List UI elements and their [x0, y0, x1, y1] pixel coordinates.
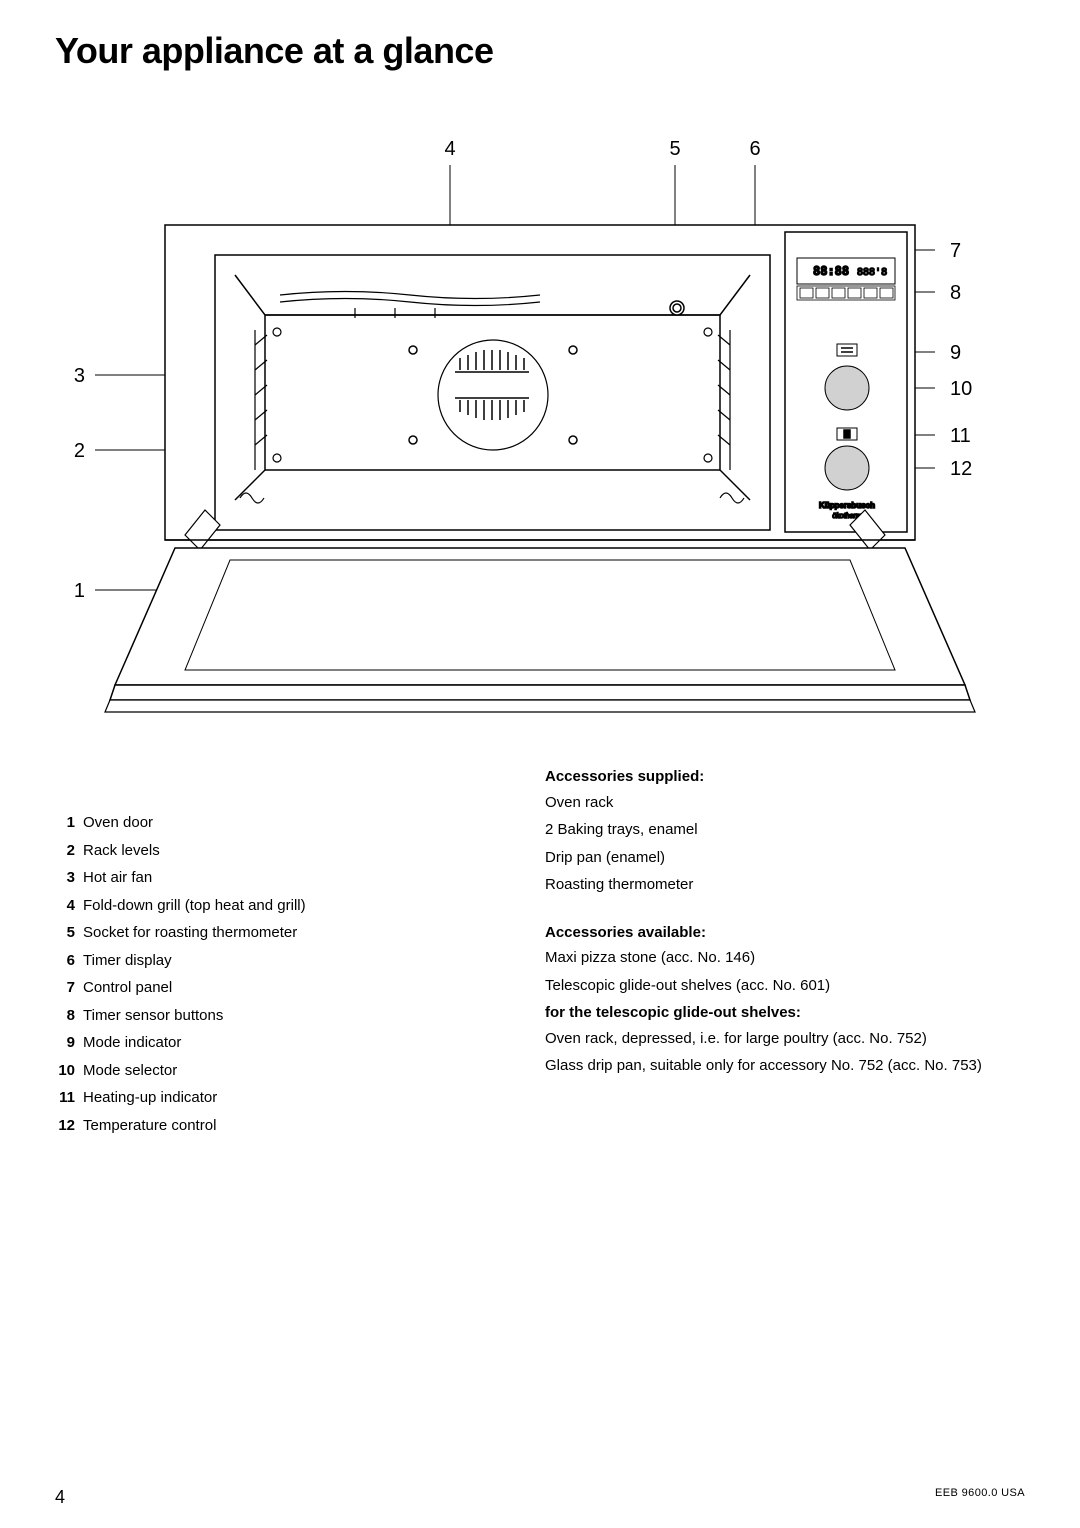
legend-num: 10 [55, 1058, 83, 1084]
legend-label: Socket for roasting thermometer [83, 920, 485, 946]
callout-8: 8 [950, 282, 961, 304]
legend-label: Mode selector [83, 1058, 485, 1084]
callout-4: 4 [444, 138, 455, 160]
legend-row: 9Mode indicator [55, 1030, 485, 1056]
accessories-column: Accessories supplied: Oven rack 2 Baking… [545, 760, 1015, 1140]
legend-column: 1Oven door 2Rack levels 3Hot air fan 4Fo… [55, 760, 485, 1140]
callout-10: 10 [950, 378, 972, 400]
legend-label: Rack levels [83, 838, 485, 864]
page-number: 4 [55, 1487, 65, 1508]
legend-label: Mode indicator [83, 1030, 485, 1056]
accessory-item: Oven rack [545, 790, 1015, 816]
accessory-item: 2 Baking trays, enamel [545, 817, 1015, 843]
accessory-item: Glass drip pan, suitable only for access… [545, 1053, 1015, 1079]
accessory-item: Maxi pizza stone (acc. No. 146) [545, 945, 1015, 971]
legend-row: 5Socket for roasting thermometer [55, 920, 485, 946]
legend-row: 7Control panel [55, 975, 485, 1001]
legend-num: 6 [55, 948, 83, 974]
page-footer: 4 EEB 9600.0 USA [55, 1487, 1025, 1508]
legend-label: Fold-down grill (top heat and grill) [83, 893, 485, 919]
callout-1: 1 [74, 580, 85, 602]
legend-row: 4Fold-down grill (top heat and grill) [55, 893, 485, 919]
legend-label: Heating-up indicator [83, 1085, 485, 1111]
legend-row: 10Mode selector [55, 1058, 485, 1084]
accessory-item: Drip pan (enamel) [545, 845, 1015, 871]
legend-label: Hot air fan [83, 865, 485, 891]
timer-display-left: 88:88 [813, 264, 849, 278]
legend-row: 1Oven door [55, 810, 485, 836]
callout-12: 12 [950, 458, 972, 480]
brand-line1: Küppersbusch [819, 501, 875, 510]
legend-row: 11Heating-up indicator [55, 1085, 485, 1111]
legend-label: Oven door [83, 810, 485, 836]
oven-svg: 88:88 888'8 Küppersbusch ökotherm [55, 100, 1025, 720]
appliance-diagram: 88:88 888'8 Küppersbusch ökotherm [55, 100, 1025, 720]
legend-label: Timer sensor buttons [83, 1003, 485, 1029]
legend-num: 4 [55, 893, 83, 919]
callout-6: 6 [749, 138, 760, 160]
legend-row: 2Rack levels [55, 838, 485, 864]
accessories-available-heading: Accessories available: [545, 920, 1015, 946]
legend-label: Temperature control [83, 1113, 485, 1139]
legend-num: 7 [55, 975, 83, 1001]
legend-row: 8Timer sensor buttons [55, 1003, 485, 1029]
callout-3: 3 [74, 365, 85, 387]
text-columns: 1Oven door 2Rack levels 3Hot air fan 4Fo… [55, 760, 1025, 1140]
accessories-sub-heading: for the telescopic glide-out shelves: [545, 1000, 1015, 1026]
accessory-item: Telescopic glide-out shelves (acc. No. 6… [545, 973, 1015, 999]
callout-11: 11 [950, 425, 971, 447]
legend-num: 1 [55, 810, 83, 836]
legend-num: 8 [55, 1003, 83, 1029]
model-code: EEB 9600.0 USA [935, 1487, 1025, 1508]
page-title: Your appliance at a glance [55, 30, 1025, 72]
legend-label: Control panel [83, 975, 485, 1001]
legend-num: 9 [55, 1030, 83, 1056]
accessories-supplied-heading: Accessories supplied: [545, 764, 1015, 790]
legend-row: 3Hot air fan [55, 865, 485, 891]
legend-num: 11 [55, 1085, 83, 1111]
legend-row: 6Timer display [55, 948, 485, 974]
accessory-item: Oven rack, depressed, i.e. for large pou… [545, 1026, 1015, 1052]
callout-9: 9 [950, 342, 961, 364]
callout-5: 5 [669, 138, 680, 160]
legend-num: 3 [55, 865, 83, 891]
timer-display-right: 888'8 [857, 267, 887, 278]
callout-2: 2 [74, 440, 85, 462]
accessory-item: Roasting thermometer [545, 872, 1015, 898]
callout-7: 7 [950, 240, 961, 262]
legend-num: 2 [55, 838, 83, 864]
legend-row: 12Temperature control [55, 1113, 485, 1139]
legend-num: 12 [55, 1113, 83, 1139]
legend-num: 5 [55, 920, 83, 946]
legend-label: Timer display [83, 948, 485, 974]
